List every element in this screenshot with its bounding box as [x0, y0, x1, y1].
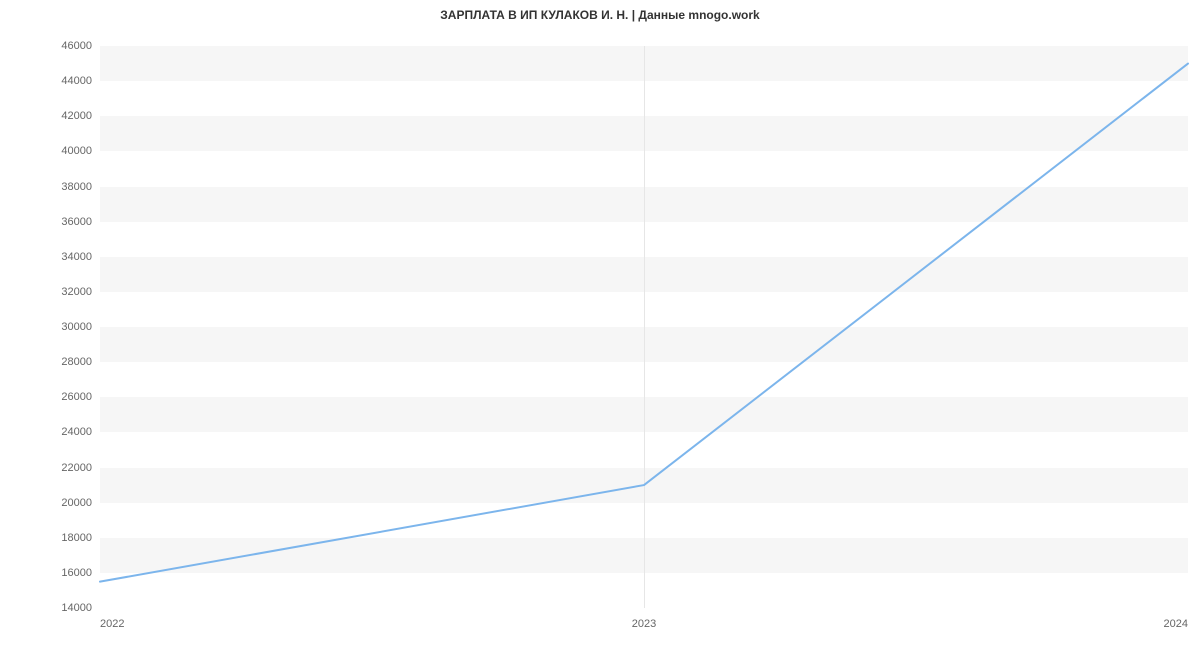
y-axis-tick-label: 18000 — [61, 532, 92, 544]
y-axis-tick-label: 46000 — [61, 40, 92, 52]
y-axis-tick-label: 30000 — [61, 321, 92, 333]
y-axis-tick-label: 36000 — [61, 216, 92, 228]
x-axis-tick-label: 2022 — [100, 618, 124, 630]
x-axis-tick-label: 2024 — [1164, 618, 1188, 630]
y-axis-tick-label: 32000 — [61, 286, 92, 298]
y-axis-tick-label: 34000 — [61, 251, 92, 263]
y-axis-tick-label: 38000 — [61, 181, 92, 193]
y-axis-tick-label: 26000 — [61, 391, 92, 403]
y-axis-tick-label: 22000 — [61, 462, 92, 474]
x-axis-tick-label: 2023 — [632, 618, 656, 630]
y-axis-tick-label: 28000 — [61, 356, 92, 368]
y-axis-tick-label: 16000 — [61, 567, 92, 579]
y-axis-tick-label: 42000 — [61, 110, 92, 122]
y-axis-tick-label: 14000 — [61, 602, 92, 614]
series-line-salary — [100, 64, 1188, 582]
chart-title: ЗАРПЛАТА В ИП КУЛАКОВ И. Н. | Данные mno… — [0, 8, 1200, 22]
y-axis-tick-label: 24000 — [61, 426, 92, 438]
y-axis-tick-label: 20000 — [61, 497, 92, 509]
salary-line-chart: ЗАРПЛАТА В ИП КУЛАКОВ И. Н. | Данные mno… — [0, 0, 1200, 650]
y-axis-tick-label: 44000 — [61, 75, 92, 87]
plot-area: 1400016000180002000022000240002600028000… — [100, 46, 1188, 608]
series-layer — [100, 46, 1188, 608]
y-axis-tick-label: 40000 — [61, 145, 92, 157]
